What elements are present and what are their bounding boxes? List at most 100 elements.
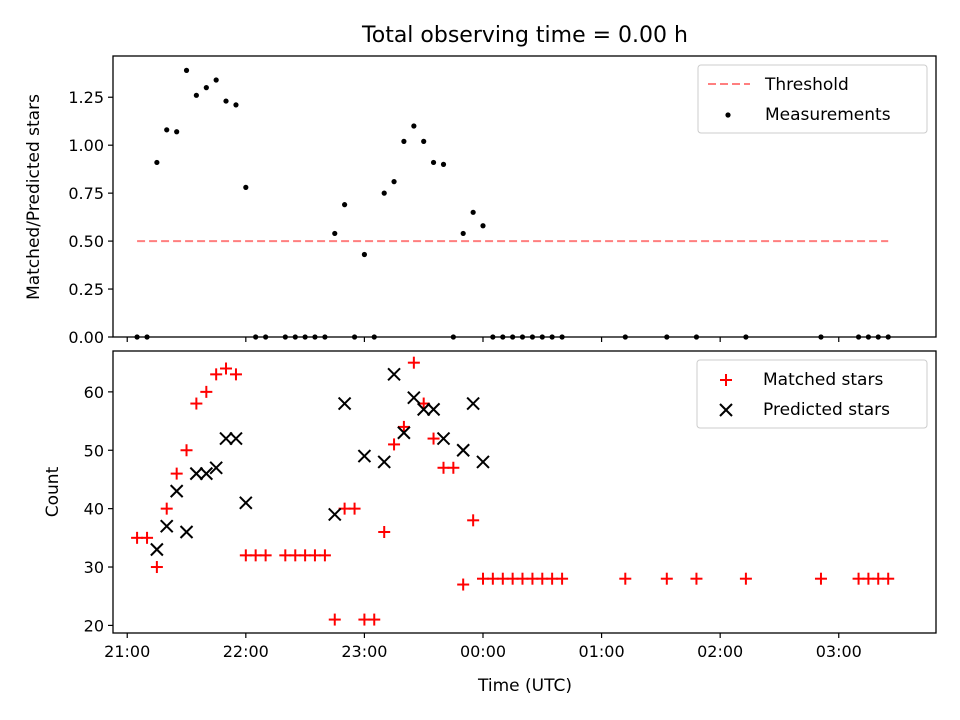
matched-star-point: [739, 572, 752, 585]
threshold-legend-label: Threshold: [764, 75, 849, 95]
matched-star-point: [882, 572, 895, 585]
measurement-point: [342, 202, 348, 208]
predicted-star-point: [426, 402, 441, 417]
bottom-ytick-label: 60: [84, 383, 104, 402]
measurement-point: [332, 230, 338, 237]
predicted-star-point: [160, 519, 174, 533]
matched-star-point: [229, 368, 242, 381]
matched-star-point: [180, 444, 193, 457]
matched-star-point: [170, 467, 183, 480]
matched-star-point: [814, 572, 827, 585]
matched-star-point: [397, 420, 410, 433]
matched-star-point: [556, 572, 569, 585]
matched-star-point: [220, 362, 233, 375]
bottom-ytick-label: 40: [84, 500, 104, 519]
top-panel: 0.00 0.25 0.50 0.75 1.00 1.25 Matched/Predict…: [24, 55, 937, 347]
measurement-point: [401, 138, 407, 144]
measurement-point: [223, 98, 229, 104]
predicted-star-point: [416, 402, 431, 417]
predicted-legend-label: Predicted stars: [763, 400, 890, 420]
matched-star-point: [457, 578, 470, 591]
predicted-star-point: [337, 396, 352, 411]
measurement-point: [213, 77, 219, 83]
predicted-star-point: [407, 391, 421, 405]
predicted-star-point: [476, 455, 490, 469]
top-ytick-label: 0.00: [68, 328, 104, 347]
bottom-xtick-label: 01:00: [579, 642, 625, 661]
measurement-point: [174, 129, 180, 135]
bottom-legend-box: [696, 359, 928, 429]
bottom-xtick-label: 03:00: [816, 642, 862, 661]
matched-star-point: [690, 572, 703, 585]
matched-star-point: [318, 549, 331, 562]
top-marks: [134, 67, 891, 340]
matched-star-point: [210, 368, 223, 381]
bottom-axes-frame: [112, 350, 937, 634]
top-x-axis: [126, 337, 840, 342]
bottom-ytick-label: 50: [84, 441, 104, 460]
matched-star-point: [160, 502, 173, 515]
bottom-xtick-label: 21:00: [104, 642, 150, 661]
predicted-star-point: [239, 496, 253, 510]
predicted-star-point: [436, 431, 451, 446]
predicted-star-point: [377, 455, 391, 469]
predicted-star-point: [219, 431, 233, 446]
predicted-star-point: [397, 426, 411, 440]
matched-star-point: [141, 531, 154, 544]
matched-star-point: [328, 613, 341, 626]
measurement-point: [243, 184, 249, 190]
measurement-point: [154, 159, 160, 166]
bottom-x-axis: 21:00 22:00 23:00 00:00 01:00 02:00 03:00: [104, 633, 862, 661]
predicted-legend-x-icon: [719, 403, 733, 417]
measurement-point: [233, 102, 239, 108]
measurement-point: [361, 251, 368, 258]
predicted-star-point: [466, 396, 480, 411]
matched-star-point: [378, 525, 391, 538]
matched-star-point: [407, 356, 420, 369]
measurement-point: [193, 92, 199, 98]
measurement-point: [183, 67, 190, 73]
predicted-star-point: [179, 525, 194, 539]
bottom-marks: [131, 356, 895, 626]
matched-star-point: [388, 438, 401, 451]
measurement-point: [411, 123, 417, 129]
bottom-legend: Matched stars Predicted stars: [696, 359, 928, 429]
measurement-point: [430, 159, 437, 166]
top-ytick-label: 0.25: [68, 280, 104, 299]
measurement-point: [391, 179, 397, 185]
measurement-point: [460, 230, 466, 237]
figure-title: Total observing time = 0.00 h: [361, 23, 688, 48]
bottom-xtick-label: 00:00: [460, 642, 506, 661]
predicted-star-point: [229, 431, 243, 446]
measurement-point: [203, 85, 209, 91]
predicted-star-point: [169, 484, 184, 498]
bottom-ytick-label: 30: [84, 558, 104, 577]
predicted-star-point: [456, 443, 470, 457]
top-legend: Threshold Measurements: [697, 64, 928, 134]
measurements-legend-dot-icon: [725, 112, 731, 118]
matched-star-point: [200, 385, 213, 398]
measurement-point: [480, 223, 486, 229]
top-legend-box: [697, 64, 928, 134]
bottom-ytick-label: 20: [84, 616, 104, 635]
predicted-star-point: [387, 367, 401, 382]
predicted-star-point: [150, 542, 164, 557]
matched-star-point: [368, 613, 381, 626]
predicted-star-point: [189, 466, 204, 481]
matched-star-point: [259, 549, 272, 562]
matched-star-point: [150, 561, 163, 574]
bottom-xtick-label: 02:00: [697, 642, 743, 661]
top-y-axis: 0.00 0.25 0.50 0.75 1.00 1.25: [68, 88, 113, 347]
measurement-point: [164, 127, 170, 133]
top-y-axis-label: Matched/Predicted stars: [24, 94, 44, 300]
matched-legend-label: Matched stars: [763, 370, 883, 390]
bottom-x-axis-label: Time (UTC): [477, 676, 572, 696]
matched-star-point: [447, 461, 460, 474]
bottom-xtick-label: 23:00: [341, 642, 387, 661]
top-ytick-label: 1.25: [68, 88, 104, 107]
matched-star-point: [427, 432, 440, 445]
measurement-point: [381, 190, 387, 196]
measurements-legend-label: Measurements: [765, 105, 891, 125]
top-axes-frame: [112, 55, 937, 338]
